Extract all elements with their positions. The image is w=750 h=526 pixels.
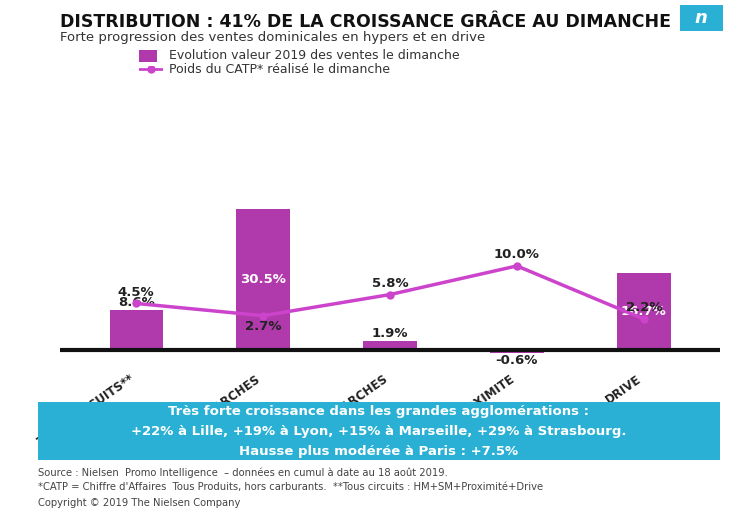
Text: *CATP = Chiffre d'Affaires  Tous Produits, hors carburants.  **Tous circuits : H: *CATP = Chiffre d'Affaires Tous Produits… (38, 482, 542, 492)
Text: Très forte croissance dans les grandes agglomérations :
+22% à Lille, +19% à Lyo: Très forte croissance dans les grandes a… (131, 405, 626, 458)
Text: 8.6%: 8.6% (118, 296, 154, 309)
Text: 2.2%: 2.2% (626, 301, 662, 315)
Text: Evolution valeur 2019 des ventes le dimanche: Evolution valeur 2019 des ventes le dima… (169, 49, 459, 62)
Text: Poids du CATP* réalisé le dimanche: Poids du CATP* réalisé le dimanche (169, 63, 390, 76)
Text: 10.0%: 10.0% (494, 248, 540, 261)
Bar (110, 310, 163, 350)
Text: 16.7%: 16.7% (621, 305, 667, 318)
Text: n: n (694, 9, 708, 27)
Text: Copyright © 2019 The Nielsen Company: Copyright © 2019 The Nielsen Company (38, 498, 240, 508)
Text: Forte progression des ventes dominicales en hypers et en drive: Forte progression des ventes dominicales… (60, 31, 485, 44)
Text: -0.6%: -0.6% (496, 354, 538, 367)
Bar (617, 273, 670, 350)
Text: Source : Nielsen  Promo Intelligence  – données en cumul à date au 18 août 2019.: Source : Nielsen Promo Intelligence – do… (38, 467, 447, 478)
Bar (490, 350, 544, 352)
Text: 4.5%: 4.5% (118, 286, 154, 299)
Bar (236, 209, 290, 350)
Text: 30.5%: 30.5% (240, 273, 286, 286)
Bar (363, 341, 417, 350)
Text: 2.7%: 2.7% (244, 320, 281, 333)
Text: 1.9%: 1.9% (372, 327, 408, 340)
Text: 5.8%: 5.8% (372, 277, 408, 290)
Text: DISTRIBUTION : 41% DE LA CROISSANCE GRÂCE AU DIMANCHE: DISTRIBUTION : 41% DE LA CROISSANCE GRÂC… (60, 13, 671, 31)
